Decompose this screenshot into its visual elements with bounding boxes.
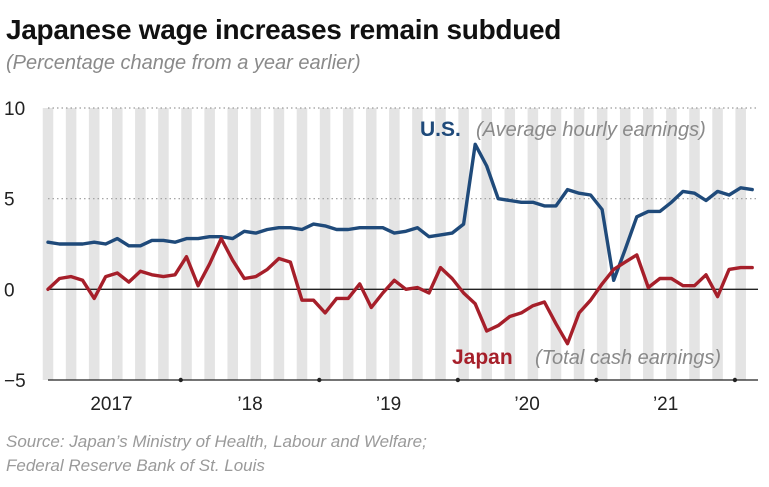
year-divider-dot xyxy=(178,377,183,383)
y-tick-label: 10 xyxy=(4,99,25,120)
month-band xyxy=(435,108,446,380)
us-series-line xyxy=(46,142,754,282)
month-band xyxy=(504,108,516,380)
month-band xyxy=(643,108,654,380)
source-line-2: Federal Reserve Bank of St. Louis xyxy=(6,456,265,475)
x-tick-label: ’21 xyxy=(653,394,678,415)
month-band xyxy=(111,108,123,380)
month-band xyxy=(481,108,492,380)
month-band xyxy=(365,108,377,380)
year-divider-dot xyxy=(317,377,322,383)
month-band xyxy=(227,108,238,380)
x-tick-label: ’18 xyxy=(237,394,262,415)
y-tick-label: −5 xyxy=(4,371,26,392)
month-band xyxy=(273,108,285,380)
month-band xyxy=(596,108,608,380)
x-tick-label: ’20 xyxy=(514,394,539,415)
us-series-label: U.S. xyxy=(420,118,461,141)
month-band xyxy=(158,108,169,380)
month-band xyxy=(527,108,539,380)
month-band xyxy=(88,108,100,380)
us-series-note: (Average hourly earnings) xyxy=(476,119,706,141)
japan-series-label: Japan xyxy=(452,346,513,369)
y-tick-label: 0 xyxy=(4,280,15,301)
month-band xyxy=(204,108,215,380)
month-band xyxy=(735,108,746,380)
y-tick-label: 5 xyxy=(4,190,15,211)
month-band xyxy=(389,108,400,380)
year-divider-dot xyxy=(594,377,599,383)
y-axis-ticks: 10 5 0 −5 xyxy=(4,99,26,392)
japan-series-note: (Total cash earnings) xyxy=(535,347,721,369)
month-band xyxy=(342,108,354,380)
source-note: Source: Japan’s Ministry of Health, Labo… xyxy=(6,430,427,478)
month-band xyxy=(619,108,631,380)
month-band xyxy=(712,108,723,380)
month-band xyxy=(181,108,192,380)
x-tick-label: 2017 xyxy=(90,394,132,415)
year-divider-dot xyxy=(455,377,461,383)
chart-title: Japanese wage increases remain subdued xyxy=(6,14,562,45)
year-divider-dot xyxy=(732,377,738,383)
source-line-1: Source: Japan’s Ministry of Health, Labo… xyxy=(6,432,427,451)
month-band xyxy=(319,108,331,380)
x-axis: 2017’18’19’20’21’22 xyxy=(48,377,758,415)
month-band xyxy=(689,108,700,380)
japan-series-line xyxy=(46,236,754,346)
month-band xyxy=(412,108,423,380)
month-band xyxy=(296,108,308,380)
month-band xyxy=(550,108,562,380)
month-band xyxy=(250,108,262,380)
x-tick-label: ’19 xyxy=(376,394,401,415)
month-band xyxy=(458,108,469,380)
month-band xyxy=(573,108,585,380)
month-band xyxy=(666,108,677,380)
series-lines xyxy=(46,142,754,346)
chart-subtitle: (Percentage change from a year earlier) xyxy=(6,52,361,74)
gridlines xyxy=(48,107,758,290)
month-band xyxy=(42,108,54,380)
